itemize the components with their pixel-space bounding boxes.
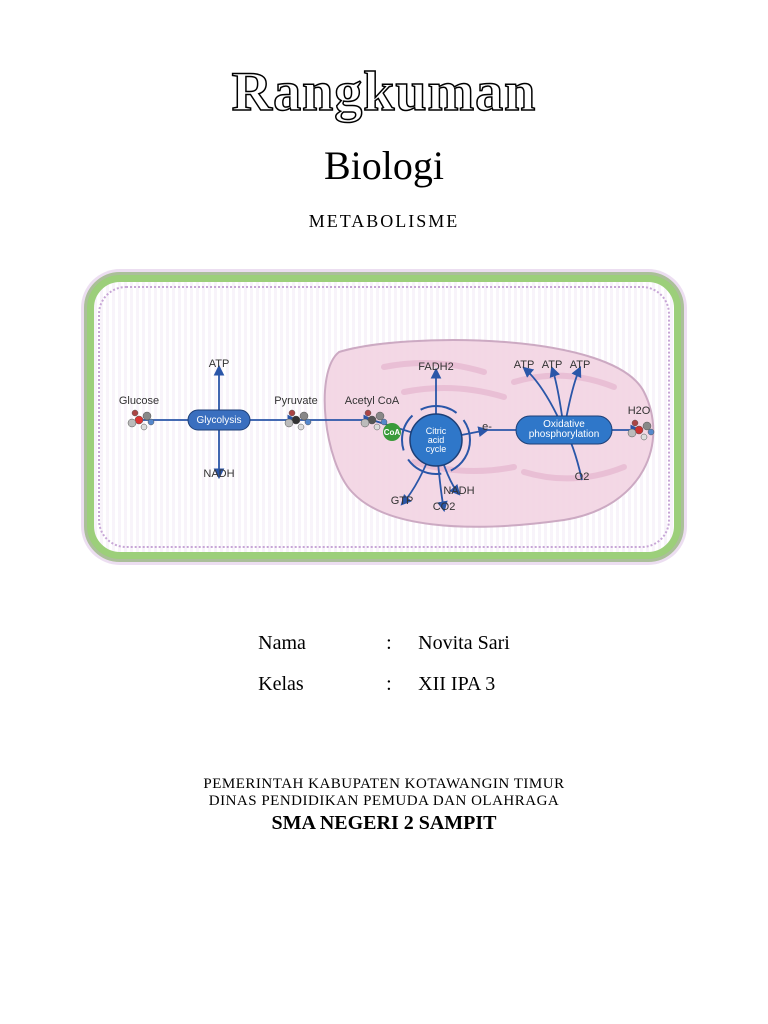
svg-text:FADH2: FADH2 [418, 361, 453, 373]
svg-text:NADH: NADH [443, 485, 474, 497]
svg-text:Citricacidcycle: Citricacidcycle [426, 426, 447, 454]
svg-text:Pyruvate: Pyruvate [274, 395, 317, 407]
svg-text:ATP: ATP [570, 359, 591, 371]
class-value: XII IPA 3 [410, 665, 518, 704]
colon: : [378, 624, 408, 663]
svg-text:NADH: NADH [203, 468, 234, 480]
class-label: Kelas [250, 665, 376, 704]
svg-text:Glycolysis: Glycolysis [196, 415, 241, 426]
colon: : [378, 665, 408, 704]
name-value: Novita Sari [410, 624, 518, 663]
page-title: Rangkuman [70, 60, 698, 124]
svg-text:CoA: CoA [384, 428, 401, 437]
svg-text:ATP: ATP [209, 358, 230, 370]
info-row-class: Kelas : XII IPA 3 [250, 665, 518, 704]
footer: PEMERINTAH KABUPATEN KOTAWANGIN TIMUR DI… [70, 776, 698, 835]
svg-text:ATP: ATP [514, 359, 535, 371]
footer-line1: PEMERINTAH KABUPATEN KOTAWANGIN TIMUR [70, 776, 698, 793]
svg-text:Acetyl CoA: Acetyl CoA [345, 395, 400, 407]
svg-text:ATP: ATP [542, 359, 563, 371]
name-label: Nama [250, 624, 376, 663]
svg-text:GTP: GTP [391, 495, 414, 507]
footer-school: SMA NEGERI 2 SAMPIT [70, 812, 698, 835]
footer-line2: DINAS PENDIDIKAN PEMUDA DAN OLAHRAGA [70, 793, 698, 810]
svg-text:Glucose: Glucose [119, 395, 159, 407]
svg-text:O2: O2 [575, 471, 590, 483]
topic-heading: METABOLISME [70, 211, 698, 232]
svg-text:CO2: CO2 [433, 501, 456, 513]
diagram-svg: Glucose Glycolysis ATP NADH Pyruvate Acetyl C… [84, 272, 684, 562]
info-row-name: Nama : Novita Sari [250, 624, 518, 663]
student-info: Nama : Novita Sari Kelas : XII IPA 3 [248, 622, 520, 706]
svg-text:H2O: H2O [628, 405, 651, 417]
metabolism-diagram: Glucose Glycolysis ATP NADH Pyruvate Acetyl C… [84, 272, 684, 562]
svg-text:e-: e- [482, 421, 492, 433]
subject-heading: Biologi [70, 142, 698, 189]
